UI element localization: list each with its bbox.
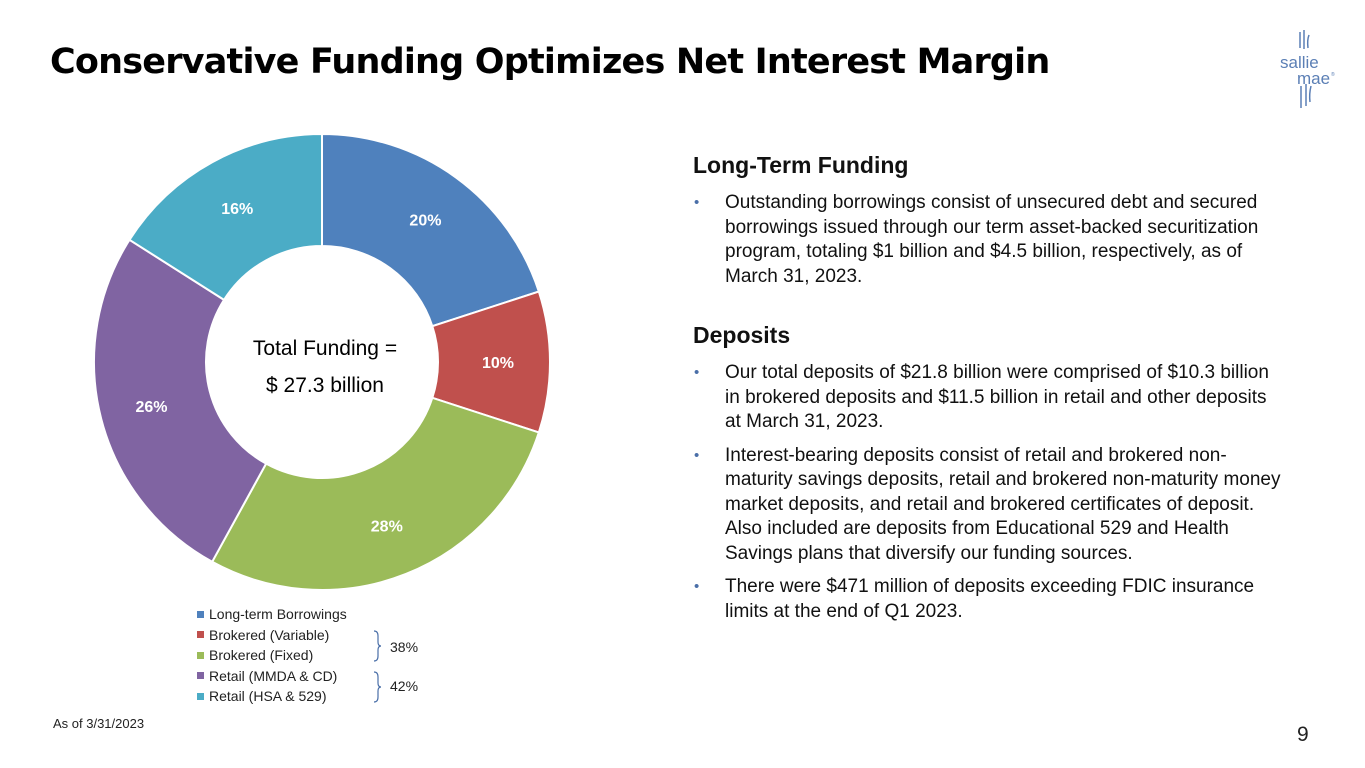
bullet-text: There were $471 million of deposits exce… (725, 576, 1255, 622)
slice-data-label: 28% (371, 519, 403, 536)
section-long-term-funding: Long-Term Funding • Outstanding borrowin… (693, 150, 1283, 289)
section-heading: Deposits (693, 322, 791, 348)
bullet-item: • Interest-bearing deposits consist of r… (693, 444, 1283, 567)
logo-text-line2: mae (1297, 69, 1330, 88)
section-heading: Long-Term Funding (693, 152, 909, 178)
bullet-text: Our total deposits of $21.8 billion were… (725, 362, 1269, 432)
bullet-marker: • (694, 578, 700, 595)
slice-data-label: 16% (221, 201, 253, 218)
slice-data-label: 10% (482, 355, 514, 372)
legend-label: Retail (MMDA & CD) (209, 667, 338, 684)
donut-slice-brokered-fixed (210, 396, 541, 591)
bullet-item: • Our total deposits of $21.8 billion we… (693, 361, 1283, 435)
brace-retail (373, 671, 382, 703)
legend-label: Brokered (Fixed) (209, 647, 314, 663)
slide-title: Conservative Funding Optimizes Net Inter… (50, 42, 1050, 82)
page-number: 9 (1297, 723, 1309, 746)
center-label-line1: Total Funding = (252, 337, 398, 360)
bullet-marker: • (694, 364, 700, 381)
donut-slice-long-term-borrowings (321, 132, 541, 328)
bullet-list: • Outstanding borrowings consist of unse… (693, 191, 1283, 289)
bullet-item: • Outstanding borrowings consist of unse… (693, 191, 1283, 289)
chart-legend: Long-term Borrowings Brokered (Variable) B… (197, 604, 347, 707)
legend-swatch (197, 651, 204, 659)
group-note-retail: 42% (390, 678, 419, 694)
legend-item: Brokered (Fixed) (197, 645, 347, 666)
legend-item: Long-term Borrowings (197, 604, 347, 625)
bullet-marker: • (694, 446, 700, 464)
legend-swatch (197, 631, 204, 639)
donut-slices (93, 132, 551, 591)
group-note-brokered: 38% (390, 639, 419, 655)
bullet-text: Outstanding borrowings consist of unsecu… (725, 192, 1259, 287)
as-of-footnote: As of 3/31/2023 (53, 716, 145, 731)
legend-swatch (197, 672, 204, 680)
bullet-text: Interest-bearing deposits consist of ret… (725, 444, 1281, 564)
center-label-line2: $ 27.3 billion (266, 374, 384, 397)
donut-slice-labels: 20% 10% 28% 26% 16% (136, 201, 515, 536)
donut-slice-retail-hsa-529 (128, 132, 323, 302)
legend-item: Retail (HSA & 529) (197, 686, 347, 707)
brace-brokered (373, 630, 382, 662)
logo-text-line1: sallie (1280, 53, 1319, 72)
donut-slice-retail-mmda-cd (93, 238, 268, 564)
legend-item: Brokered (Variable) (197, 625, 347, 646)
commentary-panel: Long-Term Funding • Outstanding borrowin… (693, 150, 1283, 633)
bullet-list: • Our total deposits of $21.8 billion we… (693, 361, 1283, 624)
legend-label: Brokered (Variable) (209, 626, 330, 643)
bullet-item: • There were $471 million of deposits ex… (693, 575, 1283, 624)
bullet-marker: • (694, 194, 700, 211)
legend-label: Retail (HSA & 529) (209, 688, 327, 704)
legend-swatch (197, 692, 204, 700)
slice-data-label: 26% (136, 399, 168, 416)
legend-swatch (197, 610, 204, 618)
sallie-mae-logo: sallie mae ® (1280, 30, 1335, 108)
funding-donut-chart: 20% 10% 28% 26% 16% (93, 132, 551, 591)
legend-label: Long-term Borrowings (209, 606, 347, 622)
donut-center-label: Total Funding = $ 27.3 billion (226, 330, 424, 404)
logo-registered-mark: ® (1331, 71, 1335, 78)
legend-item: Retail (MMDA & CD) (197, 666, 347, 687)
section-deposits: Deposits • Our total deposits of $21.8 b… (693, 320, 1283, 624)
slice-data-label: 20% (409, 213, 441, 230)
